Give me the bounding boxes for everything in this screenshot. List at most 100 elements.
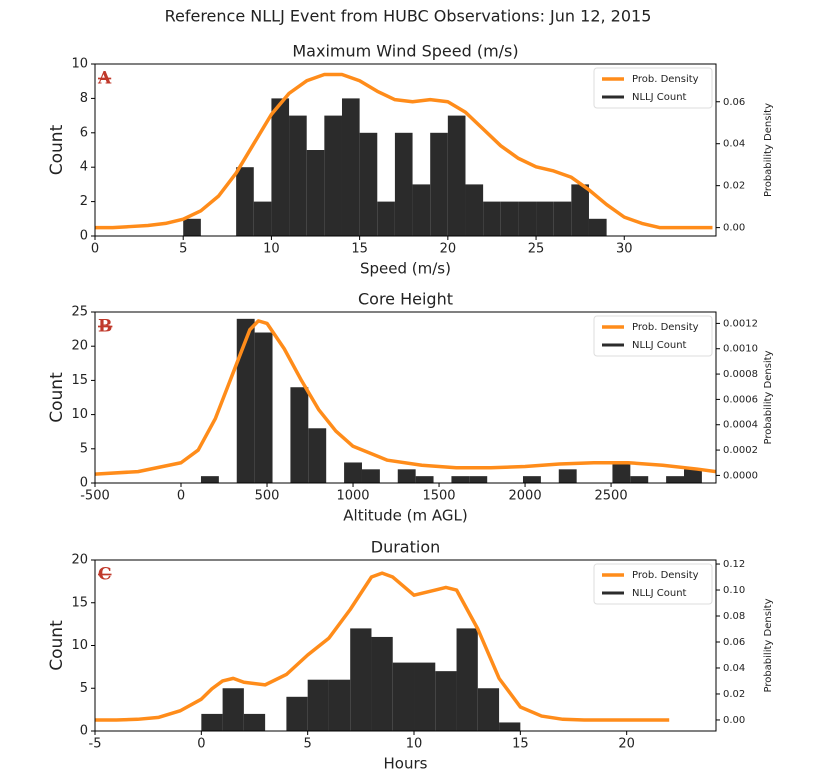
bar	[308, 428, 327, 483]
x-tick-label: 5	[179, 242, 187, 257]
y2-tick-label: 0.0012	[723, 318, 758, 329]
bar	[499, 722, 521, 731]
bar	[236, 167, 254, 236]
y2-tick-label: 0.06	[723, 97, 745, 108]
bar	[558, 469, 577, 483]
x-tick-label: 10	[406, 737, 423, 752]
y-tick-label: 6	[80, 125, 88, 140]
y-tick-label: 8	[80, 91, 88, 106]
bar	[290, 387, 309, 483]
panel: -500 0 500 1000 1500 2000 250005101520250.0000…	[47, 290, 774, 525]
y-tick-label: 15	[71, 595, 88, 610]
y2-tick-label: 0.02	[723, 689, 745, 700]
panel-letter: A	[97, 69, 112, 89]
legend-label: Prob. Density	[632, 570, 699, 581]
x-tick-label: 0	[91, 242, 99, 257]
bar	[324, 115, 342, 236]
bar	[397, 469, 416, 483]
bar	[200, 476, 219, 483]
bar	[571, 184, 589, 236]
bar	[344, 462, 362, 483]
y-axis-label: Count	[47, 372, 67, 423]
chart-title: Duration	[371, 538, 441, 557]
bar	[465, 184, 484, 236]
axes-frame	[94, 311, 717, 484]
y-tick-label: 5	[80, 681, 88, 696]
bar	[361, 469, 380, 483]
bar	[588, 218, 607, 236]
bar	[477, 688, 500, 731]
plot-area	[95, 72, 713, 236]
legend-label: NLLJ Count	[632, 588, 687, 599]
x-axis-label: Speed (m/s)	[360, 260, 451, 278]
x-tick-label: -500	[80, 489, 110, 504]
bar	[289, 115, 307, 236]
y2-tick-label: 0.0004	[723, 420, 758, 431]
bar	[306, 150, 325, 236]
x-axis-label: Altitude (m AGL)	[343, 507, 467, 525]
bar	[447, 115, 466, 236]
panel-letter: B	[98, 317, 112, 337]
x-tick-label: 2500	[595, 489, 628, 504]
bar	[392, 662, 415, 731]
panel: -5 0 5 10 15 20051015200.000.020.040.060.080.…	[47, 538, 774, 773]
y-tick-label: 10	[71, 407, 88, 422]
x-tick-label: 2000	[509, 489, 542, 504]
bar	[536, 201, 554, 236]
y-tick-label: 5	[80, 441, 88, 456]
y2-axis-label: Probability Density	[763, 598, 774, 692]
y-axis-label: Count	[47, 620, 67, 671]
legend-label: NLLJ Count	[632, 92, 687, 103]
y2-tick-label: 0.0006	[723, 394, 758, 405]
legend-label: Prob. Density	[632, 74, 699, 85]
bar	[684, 469, 702, 483]
legend-label: Prob. Density	[632, 322, 699, 333]
y2-tick-label: 0.0008	[723, 369, 758, 380]
y2-tick-label: 0.00	[723, 715, 745, 726]
y-tick-label: 10	[71, 638, 88, 653]
y-tick-label: 0	[80, 229, 88, 244]
bar	[377, 201, 395, 236]
x-tick-label: 0	[197, 737, 205, 752]
x-tick-label: 1500	[422, 489, 455, 504]
bar	[359, 132, 378, 236]
bar	[456, 628, 478, 731]
bar	[243, 713, 266, 731]
x-tick-label: 1000	[336, 489, 369, 504]
bar	[394, 132, 413, 236]
chart-title: Maximum Wind Speed (m/s)	[292, 42, 518, 61]
bar	[201, 713, 223, 731]
y-tick-label: 0	[80, 724, 88, 739]
bar	[236, 318, 255, 483]
bar	[307, 679, 329, 731]
bar	[412, 184, 431, 236]
bar	[286, 696, 308, 731]
density-line	[95, 72, 713, 230]
density-line	[95, 319, 716, 476]
y2-tick-label: 0.00	[723, 223, 745, 234]
bar	[222, 688, 244, 731]
x-axis-label: Hours	[384, 755, 428, 773]
figure-title: Reference NLLJ Event from HUBC Observati…	[165, 7, 652, 26]
x-tick-label: 30	[616, 242, 633, 257]
y-tick-label: 25	[71, 305, 88, 320]
density-line	[95, 571, 670, 722]
y2-tick-label: 0.08	[723, 611, 745, 622]
bar	[371, 636, 393, 731]
plot-area	[95, 571, 670, 731]
bar	[430, 132, 448, 236]
chart-title: Core Height	[358, 290, 453, 309]
y-tick-label: 4	[80, 160, 88, 175]
bar	[341, 98, 360, 236]
y2-axis-label: Probability Density	[763, 350, 774, 444]
bar	[553, 201, 572, 236]
x-tick-label: 20	[618, 737, 635, 752]
panel: 0 5 10 15 20 25 30 0 2 4 6 8 10 0.00 0.02 0.04 0.06 Maxim…	[47, 42, 774, 278]
bar	[414, 662, 436, 731]
bar	[183, 218, 201, 236]
x-tick-label: 10	[263, 242, 280, 257]
y2-tick-label: 0.0010	[723, 344, 758, 355]
x-tick-label: 15	[512, 737, 529, 752]
y-tick-label: 20	[71, 339, 88, 354]
